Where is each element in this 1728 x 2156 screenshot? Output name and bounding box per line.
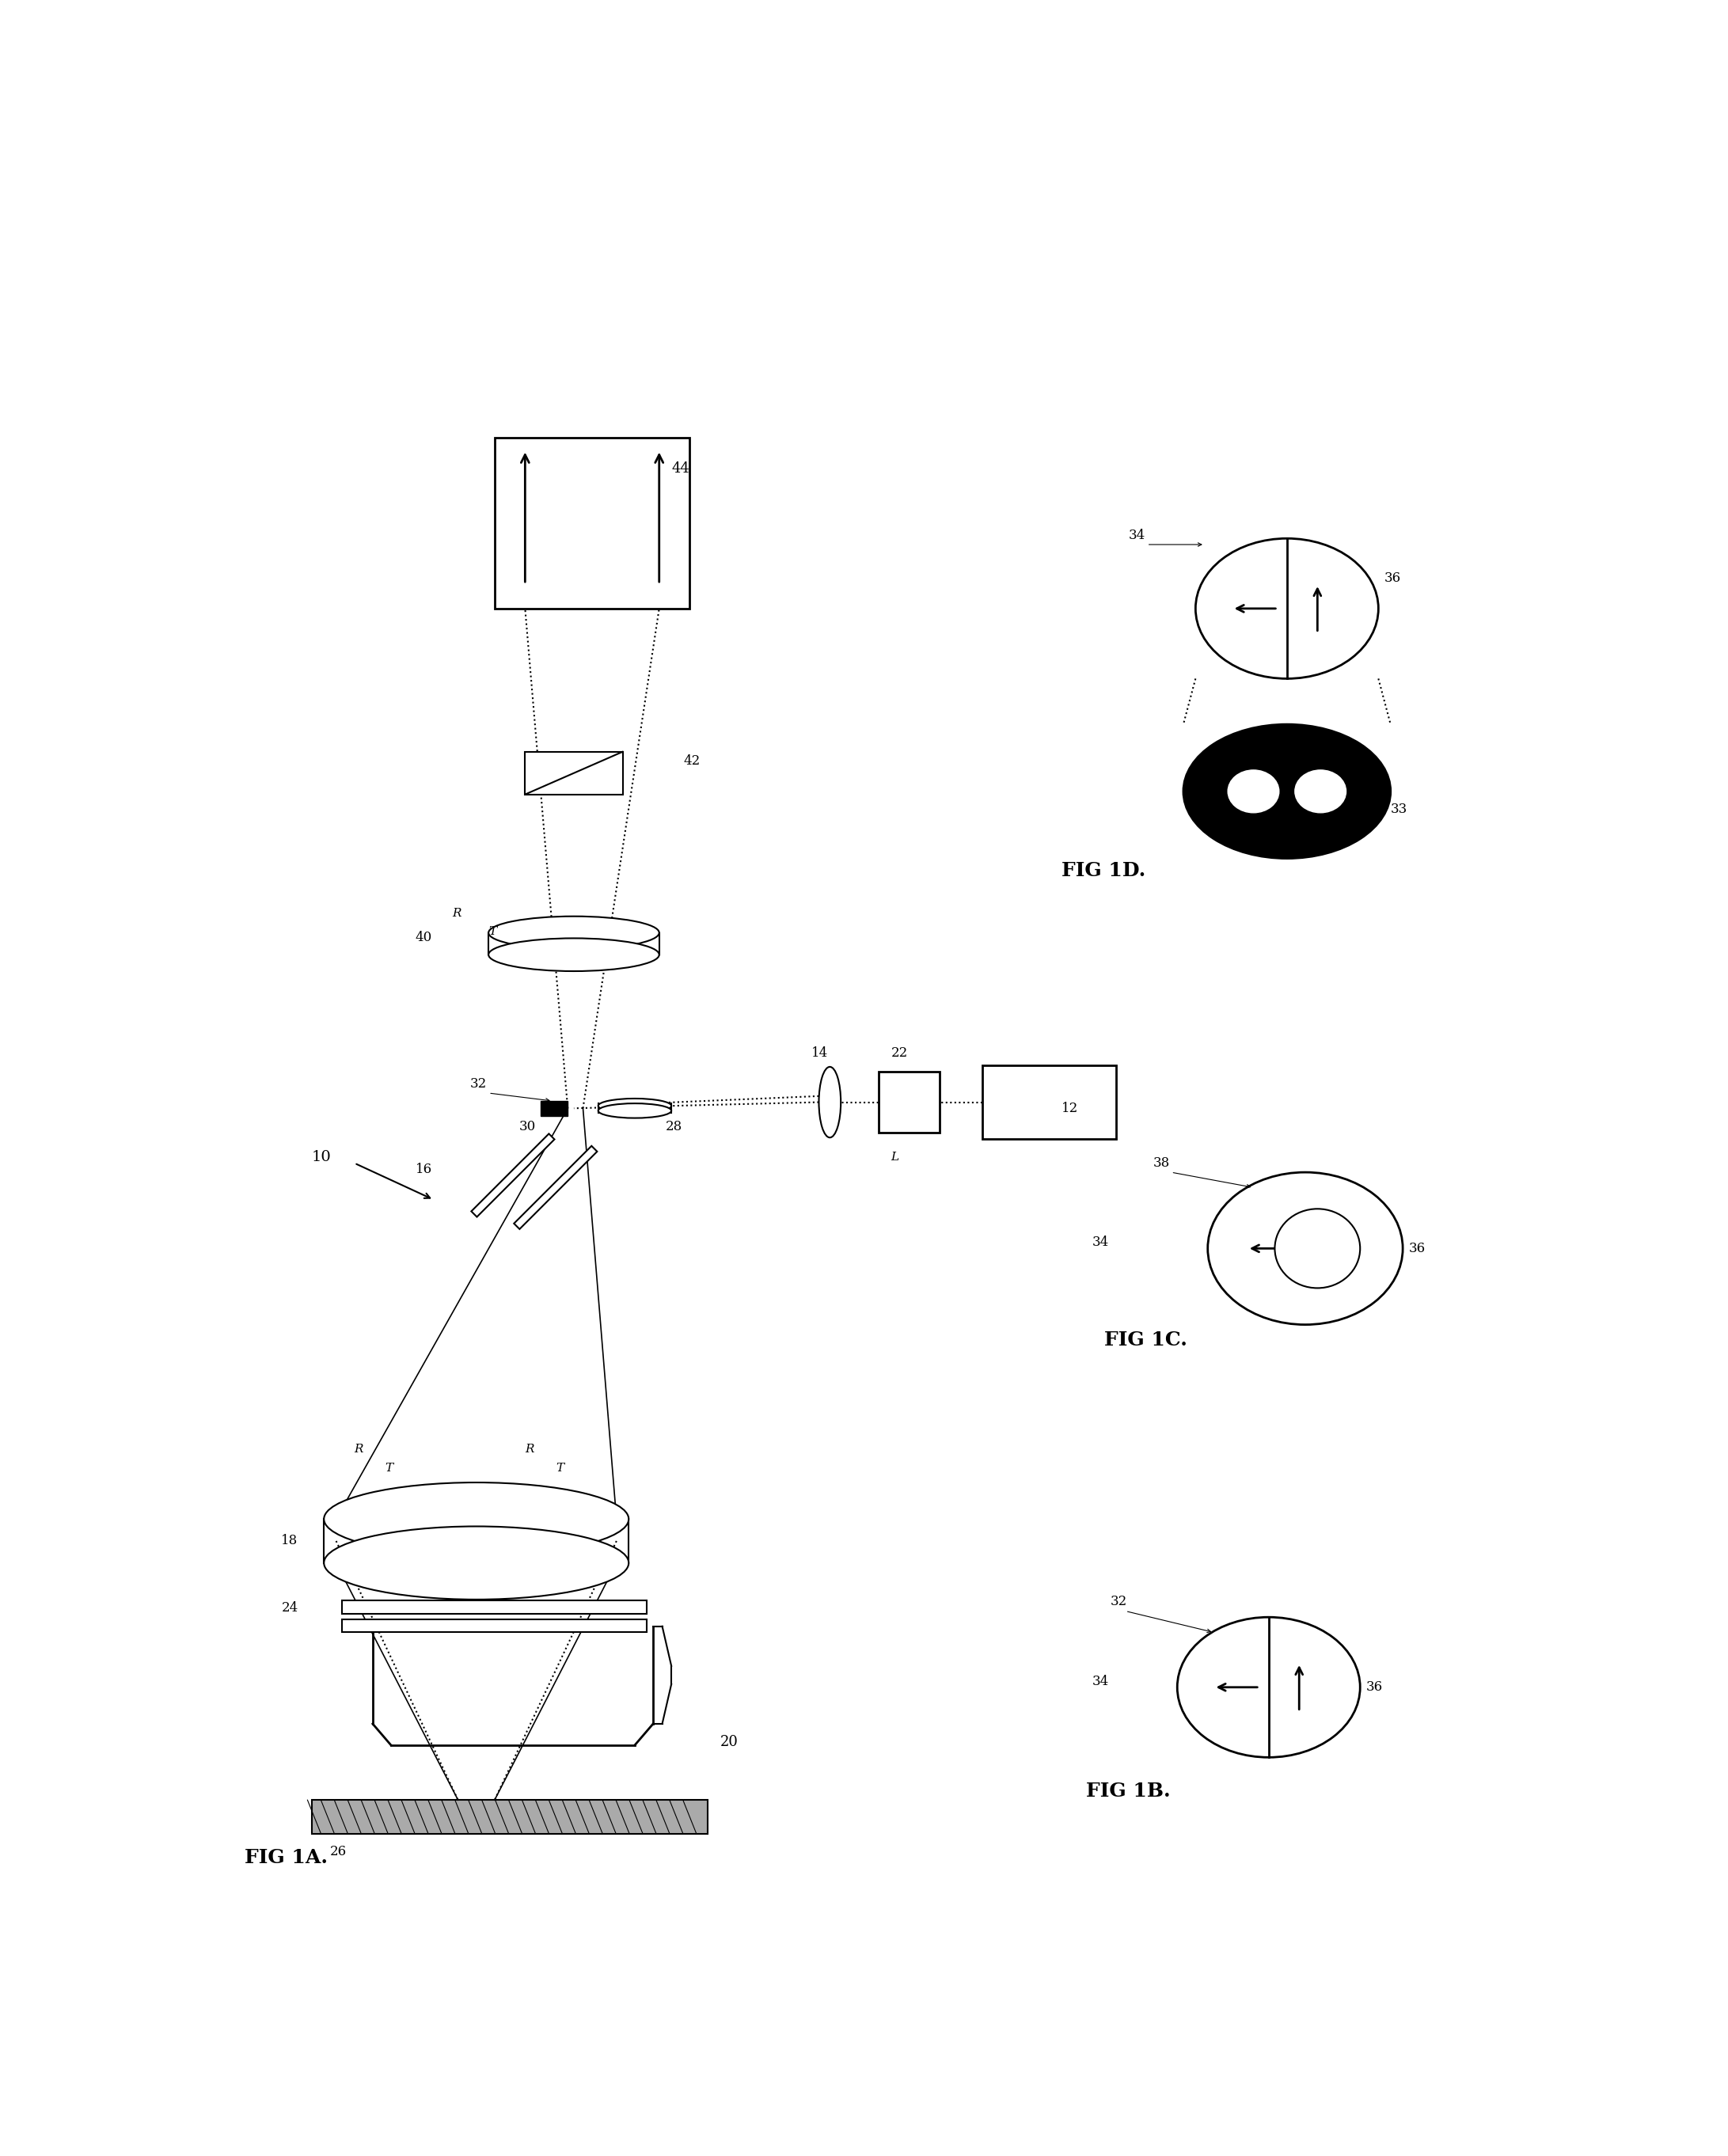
Text: T: T: [555, 1462, 563, 1473]
Bar: [342, 1619, 646, 1632]
Text: T: T: [385, 1462, 392, 1473]
Text: 32: 32: [470, 1078, 487, 1091]
Text: 20: 20: [721, 1736, 738, 1749]
Text: 28: 28: [665, 1119, 683, 1134]
Text: 34: 34: [1128, 528, 1146, 541]
Ellipse shape: [1208, 1173, 1403, 1324]
Text: 16: 16: [415, 1162, 432, 1175]
Text: 36: 36: [1408, 1242, 1426, 1255]
Text: R: R: [453, 908, 461, 918]
Text: 36: 36: [1384, 571, 1401, 584]
Ellipse shape: [1184, 724, 1391, 858]
Bar: [311, 1800, 708, 1833]
Text: 14: 14: [812, 1046, 828, 1061]
Text: 34: 34: [1092, 1675, 1109, 1688]
Text: FIG 1B.: FIG 1B.: [1085, 1781, 1170, 1800]
Ellipse shape: [323, 1483, 629, 1557]
Text: 36: 36: [1367, 1680, 1382, 1695]
Text: 44: 44: [672, 461, 689, 476]
Text: 40: 40: [415, 931, 432, 944]
Text: 10: 10: [311, 1149, 332, 1164]
Bar: [541, 1102, 569, 1115]
Ellipse shape: [598, 1100, 672, 1112]
Text: 33: 33: [1391, 802, 1407, 817]
Text: FIG 1C.: FIG 1C.: [1104, 1330, 1187, 1350]
Text: 26: 26: [330, 1846, 347, 1858]
Bar: [982, 1065, 1116, 1138]
Text: T: T: [489, 927, 496, 938]
Text: 30: 30: [518, 1119, 536, 1134]
Ellipse shape: [1294, 770, 1346, 813]
Text: FIG 1D.: FIG 1D.: [1061, 860, 1146, 880]
Ellipse shape: [1177, 1617, 1360, 1757]
Text: 34: 34: [1092, 1235, 1109, 1248]
Polygon shape: [525, 752, 622, 793]
Ellipse shape: [1229, 770, 1279, 813]
Text: 12: 12: [1061, 1102, 1078, 1115]
Text: R: R: [354, 1445, 363, 1455]
Polygon shape: [513, 1147, 598, 1229]
Text: L: L: [890, 1151, 899, 1162]
Text: 42: 42: [684, 755, 700, 768]
Ellipse shape: [1196, 539, 1379, 679]
Text: 22: 22: [890, 1046, 907, 1061]
Text: R: R: [525, 1445, 534, 1455]
Text: 32: 32: [1109, 1595, 1127, 1608]
Ellipse shape: [489, 916, 658, 949]
Ellipse shape: [598, 1104, 672, 1119]
Bar: [494, 438, 689, 608]
Bar: [878, 1072, 940, 1132]
Text: FIG 1A.: FIG 1A.: [245, 1848, 328, 1867]
Bar: [342, 1600, 646, 1615]
Ellipse shape: [819, 1067, 842, 1138]
Ellipse shape: [1275, 1210, 1360, 1287]
Text: 38: 38: [1153, 1156, 1170, 1171]
Ellipse shape: [323, 1526, 629, 1600]
Polygon shape: [472, 1134, 555, 1216]
Text: 18: 18: [282, 1535, 299, 1548]
Text: 24: 24: [282, 1602, 299, 1615]
Ellipse shape: [489, 938, 658, 970]
